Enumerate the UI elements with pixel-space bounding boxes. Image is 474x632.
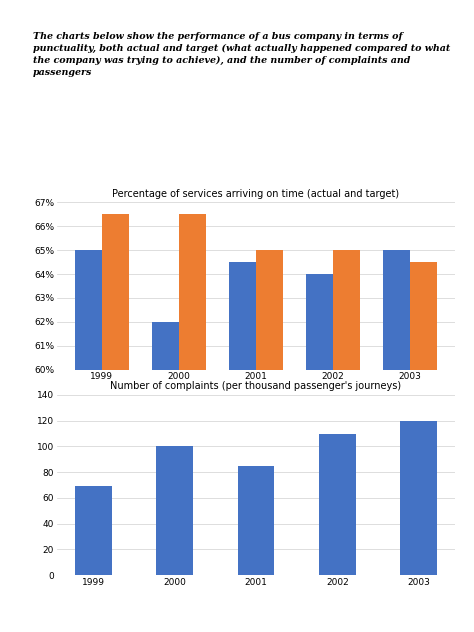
Title: Percentage of services arriving on time (actual and target): Percentage of services arriving on time … [112,189,400,198]
Bar [237,466,274,575]
Bar [401,421,437,575]
Bar [102,214,129,632]
Text: The charts below show the performance of a bus company in terms of
punctuality, : The charts below show the performance of… [33,32,450,76]
Bar [410,262,437,632]
Bar [179,214,206,632]
Bar [256,250,283,632]
Bar [306,274,333,632]
Bar [75,250,102,632]
Bar [319,434,356,575]
Bar [152,322,179,632]
Bar [333,250,360,632]
Bar [156,446,193,575]
Bar [383,250,410,632]
Title: Number of complaints (per thousand passenger's journeys): Number of complaints (per thousand passe… [110,382,401,391]
Legend: Actual, Target: Actual, Target [208,419,304,435]
Bar [75,487,111,575]
Bar [229,262,256,632]
